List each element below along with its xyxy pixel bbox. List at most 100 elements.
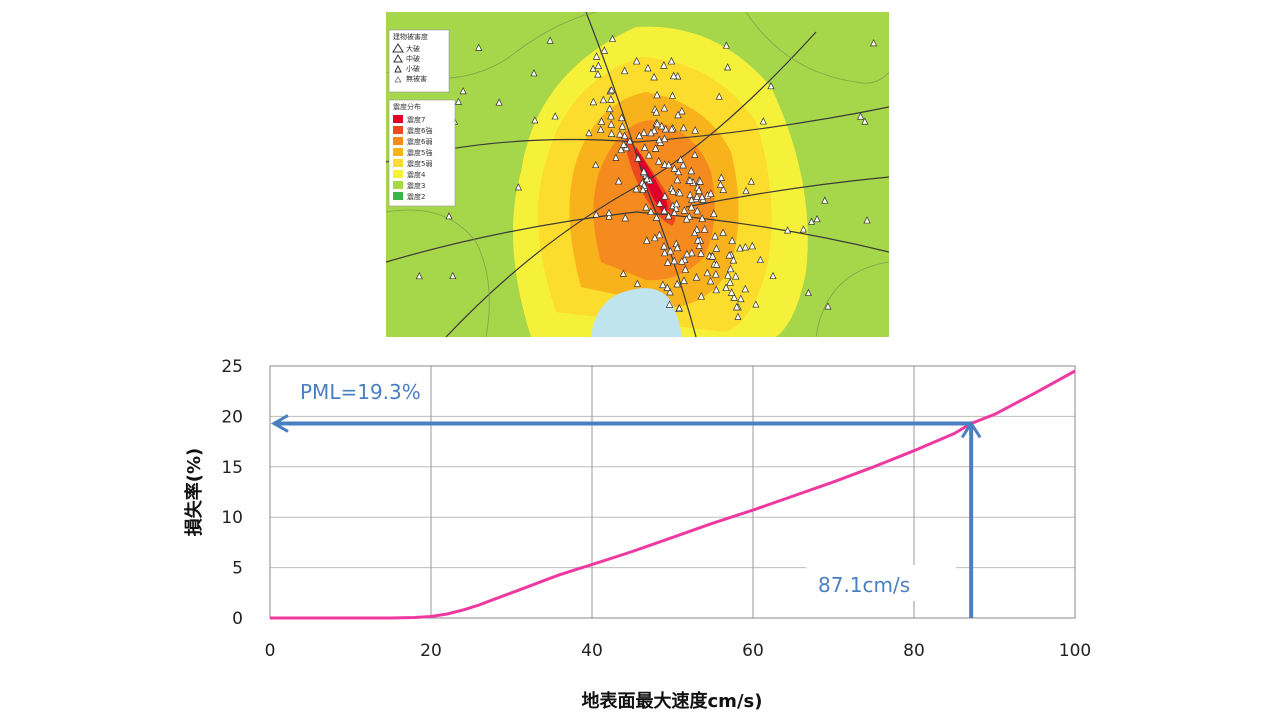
legend-intensity-swatch: [393, 192, 403, 200]
building-triangle-icon: [592, 210, 600, 218]
building-triangle-icon: [688, 195, 696, 203]
x-tick-label: 100: [1059, 641, 1091, 661]
building-triangle-icon: [709, 209, 718, 218]
legend-intensity-title: 震度分布: [393, 102, 421, 111]
building-triangle-icon: [703, 268, 712, 277]
building-triangle-icon: [736, 243, 744, 252]
building-triangle-icon: [870, 39, 878, 47]
legend-intensity-label: 震度5強: [407, 148, 432, 157]
building-triangle-icon: [661, 191, 669, 200]
building-triangle-icon: [596, 125, 605, 133]
building-triangle-icon: [725, 250, 734, 259]
building-triangle-icon: [670, 164, 679, 172]
building-triangle-icon: [632, 56, 641, 65]
building-triangle-icon: [459, 87, 467, 95]
y-axis-title: 損失率(%): [183, 448, 205, 537]
building-triangle-icon: [769, 271, 777, 280]
building-triangle-icon: [650, 72, 658, 81]
y-tick-label: 0: [232, 609, 243, 629]
building-triangle-icon: [691, 126, 699, 134]
building-triangle-icon: [669, 187, 677, 195]
building-triangle-icon: [736, 294, 745, 303]
building-triangle-icon: [722, 283, 730, 291]
building-triangle-icon: [708, 251, 717, 260]
building-triangle-icon: [670, 256, 679, 265]
building-triangle-icon: [706, 276, 715, 285]
building-triangle-icon: [619, 269, 627, 277]
building-triangle-icon: [589, 97, 598, 106]
building-triangle-icon: [712, 260, 721, 268]
building-triangle-icon: [712, 244, 721, 252]
building-triangle-icon: [756, 255, 764, 263]
building-triangle-icon: [617, 113, 626, 122]
loss-rate-curve: [270, 369, 1076, 620]
building-triangle-icon: [592, 52, 601, 60]
building-triangle-icon: [660, 61, 668, 69]
building-triangle-icon: [676, 155, 685, 163]
building-triangle-icon: [700, 225, 709, 233]
triangle-none-icon: [394, 76, 402, 83]
x-tick-label: 60: [742, 641, 764, 661]
x-tick-label: 20: [420, 641, 442, 661]
x-tick-label: 40: [581, 641, 603, 661]
building-triangle-icon: [621, 213, 630, 222]
building-triangle-icon: [620, 66, 629, 75]
building-triangle-icon: [666, 287, 674, 296]
building-triangle-icon: [712, 285, 721, 294]
building-triangle-icon: [673, 279, 681, 288]
building-triangle-icon: [660, 103, 669, 112]
building-triangle-icon: [597, 117, 606, 125]
x-axis-ticks: 0 20 40 60 80 100: [265, 641, 1092, 661]
building-triangle-icon: [715, 92, 723, 100]
legend-building-row-1: 中破: [393, 53, 420, 63]
legend-building-row-3: 無被害: [394, 74, 427, 83]
legend-intensity-swatch: [393, 159, 403, 167]
building-triangle-icon: [669, 71, 678, 80]
legend-intensity-swatch: [393, 148, 403, 156]
building-triangle-icon: [697, 249, 705, 257]
building-triangle-icon: [667, 56, 676, 65]
triangle-small-icon: [394, 64, 402, 73]
building-triangle-icon: [784, 226, 792, 234]
building-triangle-icon: [614, 176, 623, 185]
y-tick-label: 5: [232, 559, 243, 579]
building-triangle-icon: [824, 302, 832, 310]
building-triangle-icon: [665, 300, 674, 308]
building-triangle-icon: [729, 255, 738, 264]
building-triangle-icon: [863, 216, 871, 224]
building-triangle-icon: [652, 213, 661, 221]
pml-annotation: PML=19.3%: [300, 380, 421, 404]
legend-building-row-2: 小破: [394, 64, 420, 73]
building-triangle-icon: [807, 217, 816, 225]
building-triangle-icon: [633, 279, 641, 287]
legend-intensity-swatch: [393, 170, 403, 178]
building-triangle-icon: [651, 144, 660, 152]
building-triangle-icon: [687, 202, 696, 211]
legend-intensity-swatch: [393, 181, 403, 189]
building-triangle-icon: [664, 211, 673, 220]
building-triangle-icon: [711, 231, 719, 240]
building-triangle-icon: [698, 192, 706, 200]
building-triangle-icon: [724, 63, 732, 71]
building-triangle-icon: [445, 212, 453, 220]
building-triangle-icon: [665, 160, 673, 169]
building-triangle-icon: [605, 208, 613, 217]
building-triangle-icon: [717, 173, 726, 181]
building-triangle-icon: [742, 186, 750, 194]
building-triangle-icon: [605, 212, 613, 220]
building-triangle-icon: [645, 150, 653, 159]
building-triangle-icon: [677, 257, 686, 265]
velocity-label-bg: [806, 565, 956, 601]
building-triangle-icon: [716, 180, 725, 188]
plot-area-border: [269, 365, 1076, 619]
building-triangle-icon: [694, 236, 702, 244]
pml-chart: 0 5 10 15 20 25 0 20 40 60 80 100 PML=19.3% 87.1cm…: [183, 357, 1092, 712]
y-tick-label: 10: [221, 508, 243, 528]
building-triangle-icon: [626, 137, 634, 145]
building-triangle-icon: [857, 112, 865, 120]
building-triangle-icon: [618, 122, 627, 130]
building-triangle-icon: [616, 129, 624, 138]
building-triangle-icon: [659, 280, 667, 289]
